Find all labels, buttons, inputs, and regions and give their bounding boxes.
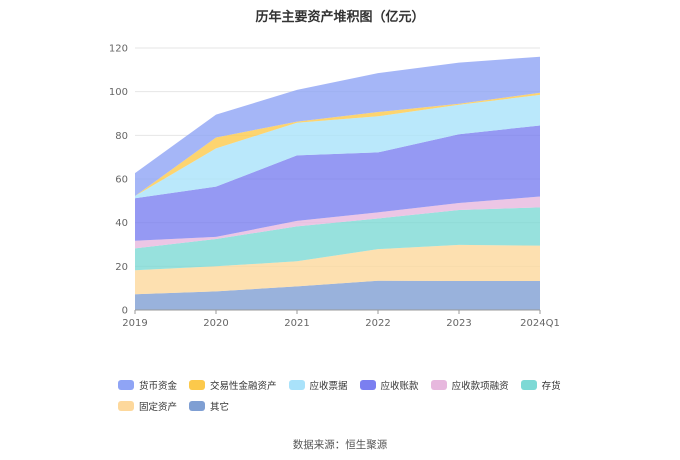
area-series-交易性金融资产: [135, 92, 540, 196]
legend-swatch: [189, 401, 206, 411]
y-tick-label: 40: [115, 218, 128, 229]
area-series: [135, 56, 540, 310]
stacked-area-chart: 0 20 40 60 80 100 120 2019 2020 2021 2022 2023 2024Q…: [109, 44, 560, 330]
area-series-货币资金: [135, 56, 540, 197]
legend-item[interactable]: 其它: [189, 399, 229, 413]
legend-label: 应收票据: [309, 381, 348, 392]
x-tick-label: 2024Q1: [520, 318, 560, 329]
y-tick-label: 120: [109, 44, 128, 55]
legend-item[interactable]: 应收账款: [359, 378, 419, 392]
y-tick-label: 60: [115, 175, 128, 186]
x-tick-label: 2020: [203, 318, 228, 329]
x-tick-label: 2019: [122, 318, 147, 329]
legend-item[interactable]: 交易性金融资产: [189, 378, 277, 392]
area-series-存货: [135, 207, 540, 271]
legend-swatch: [359, 380, 376, 390]
area-series-应收账款: [135, 125, 540, 241]
data-source: 数据来源：恒生聚源: [292, 439, 388, 451]
legend-swatch: [430, 380, 447, 390]
legend: 货币资金 交易性金融资产 应收票据 应收账款 应收款项融资 存货固定资产 其它: [118, 378, 578, 420]
legend-item[interactable]: 应收票据: [288, 378, 348, 392]
y-tick-label: 0: [122, 306, 128, 317]
legend-label: 交易性金融资产: [210, 381, 277, 392]
legend-item[interactable]: 存货: [520, 378, 561, 392]
chart-title: 历年主要资产堆积图（亿元）: [255, 10, 425, 25]
legend-item[interactable]: 应收款项融资: [430, 378, 509, 392]
y-tick-label: 100: [109, 87, 128, 98]
area-series-应收款项融资: [135, 196, 540, 249]
legend-swatch: [189, 380, 206, 390]
y-tick-label: 20: [115, 262, 128, 273]
area-series-固定资产: [135, 244, 540, 295]
x-tick-label: 2023: [446, 318, 471, 329]
x-tick-label: 2021: [284, 318, 309, 329]
legend-label: 应收款项融资: [451, 381, 509, 392]
legend-label: 固定资产: [139, 402, 178, 413]
legend-label: 货币资金: [139, 381, 178, 392]
x-tick-label: 2022: [365, 318, 390, 329]
legend-item[interactable]: 固定资产: [118, 399, 177, 413]
area-series-应收票据: [135, 94, 540, 199]
axes: 0 20 40 60 80 100 120 2019 2020 2021 2022 2023 2024Q…: [109, 44, 560, 330]
legend-label: 其它: [210, 402, 230, 413]
legend-label: 应收账款: [380, 381, 419, 392]
legend-item[interactable]: 货币资金: [118, 378, 177, 392]
legend-swatch: [118, 380, 134, 390]
legend-swatch: [288, 380, 305, 390]
legend-label: 存货: [541, 381, 561, 392]
area-series-其它: [135, 280, 540, 310]
legend-swatch: [520, 380, 537, 390]
legend-swatch: [118, 401, 134, 411]
y-tick-label: 80: [115, 131, 128, 142]
